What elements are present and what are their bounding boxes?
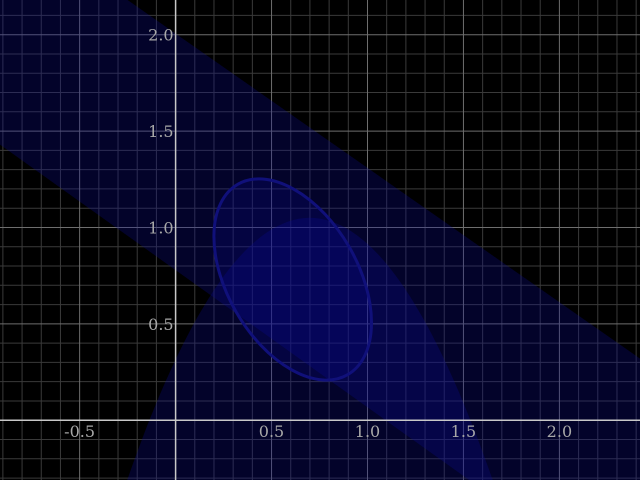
x-tick-label: -0.5 xyxy=(64,422,95,441)
x-tick-label: 2.0 xyxy=(547,422,572,441)
y-tick-label: 1.0 xyxy=(148,219,173,238)
parabola-region xyxy=(0,217,640,480)
ellipse-region xyxy=(212,177,373,382)
y-tick-label: 2.0 xyxy=(148,26,173,45)
x-tick-label: 1.0 xyxy=(355,422,380,441)
y-tick-labels: 0.5 1.0 1.5 2.0 xyxy=(148,26,173,334)
y-tick-label: 0.5 xyxy=(148,315,173,334)
x-tick-label: 0.5 xyxy=(259,422,284,441)
x-tick-labels: -0.5 0.5 1.0 1.5 2.0 xyxy=(64,422,572,441)
x-tick-label: 1.5 xyxy=(451,422,476,441)
y-tick-label: 1.5 xyxy=(148,122,173,141)
